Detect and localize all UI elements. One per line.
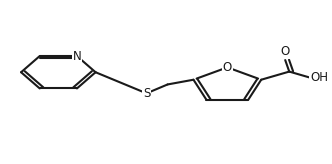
Text: O: O xyxy=(223,61,232,74)
Text: O: O xyxy=(281,45,290,58)
Text: N: N xyxy=(73,50,81,62)
Text: OH: OH xyxy=(310,71,328,84)
Text: S: S xyxy=(143,87,150,100)
